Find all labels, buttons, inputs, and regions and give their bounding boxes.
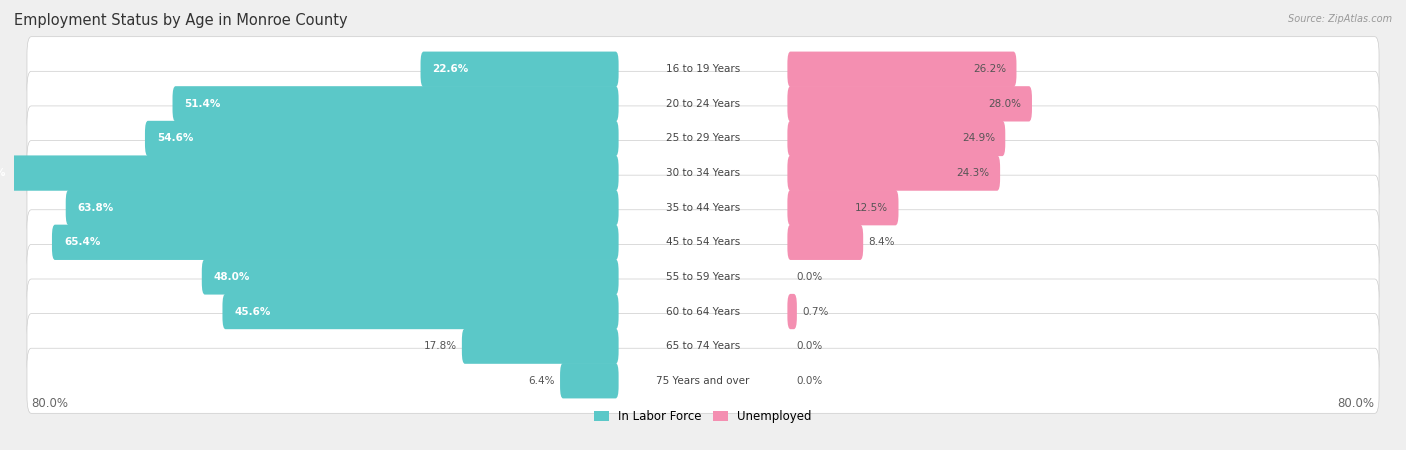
FancyBboxPatch shape (787, 190, 898, 225)
FancyBboxPatch shape (27, 37, 1379, 102)
Text: 63.8%: 63.8% (77, 202, 114, 213)
Text: 45 to 54 Years: 45 to 54 Years (666, 237, 740, 248)
Text: 51.4%: 51.4% (184, 99, 221, 109)
Text: 65.4%: 65.4% (65, 237, 100, 248)
FancyBboxPatch shape (66, 190, 619, 225)
Text: 80.0%: 80.0% (31, 397, 69, 410)
Text: 45.6%: 45.6% (235, 306, 271, 316)
FancyBboxPatch shape (202, 259, 619, 295)
Text: 48.0%: 48.0% (214, 272, 250, 282)
Text: 17.8%: 17.8% (423, 341, 457, 351)
Text: 24.9%: 24.9% (962, 134, 995, 144)
FancyBboxPatch shape (27, 175, 1379, 240)
Text: 60 to 64 Years: 60 to 64 Years (666, 306, 740, 316)
FancyBboxPatch shape (27, 140, 1379, 206)
FancyBboxPatch shape (173, 86, 619, 122)
Text: 65 to 74 Years: 65 to 74 Years (666, 341, 740, 351)
Text: 16 to 19 Years: 16 to 19 Years (666, 64, 740, 74)
Text: 54.6%: 54.6% (157, 134, 194, 144)
Text: 30 to 34 Years: 30 to 34 Years (666, 168, 740, 178)
FancyBboxPatch shape (787, 52, 1017, 87)
Text: 24.3%: 24.3% (956, 168, 990, 178)
Text: 26.2%: 26.2% (973, 64, 1007, 74)
Text: 20 to 24 Years: 20 to 24 Years (666, 99, 740, 109)
FancyBboxPatch shape (0, 155, 619, 191)
FancyBboxPatch shape (461, 328, 619, 364)
Text: 28.0%: 28.0% (988, 99, 1022, 109)
FancyBboxPatch shape (560, 363, 619, 398)
FancyBboxPatch shape (52, 225, 619, 260)
Text: 6.4%: 6.4% (529, 376, 555, 386)
FancyBboxPatch shape (27, 314, 1379, 379)
FancyBboxPatch shape (222, 294, 619, 329)
FancyBboxPatch shape (27, 348, 1379, 413)
FancyBboxPatch shape (787, 155, 1000, 191)
Text: 75 Years and over: 75 Years and over (657, 376, 749, 386)
Text: 0.0%: 0.0% (796, 341, 823, 351)
Text: 8.4%: 8.4% (869, 237, 894, 248)
Text: 25 to 29 Years: 25 to 29 Years (666, 134, 740, 144)
FancyBboxPatch shape (787, 294, 797, 329)
FancyBboxPatch shape (27, 71, 1379, 136)
Text: 35 to 44 Years: 35 to 44 Years (666, 202, 740, 213)
FancyBboxPatch shape (420, 52, 619, 87)
Text: 76.4%: 76.4% (0, 168, 6, 178)
FancyBboxPatch shape (787, 86, 1032, 122)
Text: 12.5%: 12.5% (855, 202, 889, 213)
FancyBboxPatch shape (27, 244, 1379, 310)
Legend: In Labor Force, Unemployed: In Labor Force, Unemployed (589, 405, 817, 428)
FancyBboxPatch shape (145, 121, 619, 156)
Text: Source: ZipAtlas.com: Source: ZipAtlas.com (1288, 14, 1392, 23)
Text: 55 to 59 Years: 55 to 59 Years (666, 272, 740, 282)
Text: Employment Status by Age in Monroe County: Employment Status by Age in Monroe Count… (14, 14, 347, 28)
Text: 80.0%: 80.0% (1337, 397, 1375, 410)
FancyBboxPatch shape (27, 106, 1379, 171)
FancyBboxPatch shape (787, 225, 863, 260)
Text: 0.0%: 0.0% (796, 272, 823, 282)
Text: 22.6%: 22.6% (433, 64, 468, 74)
FancyBboxPatch shape (27, 279, 1379, 344)
Text: 0.7%: 0.7% (801, 306, 828, 316)
FancyBboxPatch shape (27, 210, 1379, 275)
Text: 0.0%: 0.0% (796, 376, 823, 386)
FancyBboxPatch shape (787, 121, 1005, 156)
